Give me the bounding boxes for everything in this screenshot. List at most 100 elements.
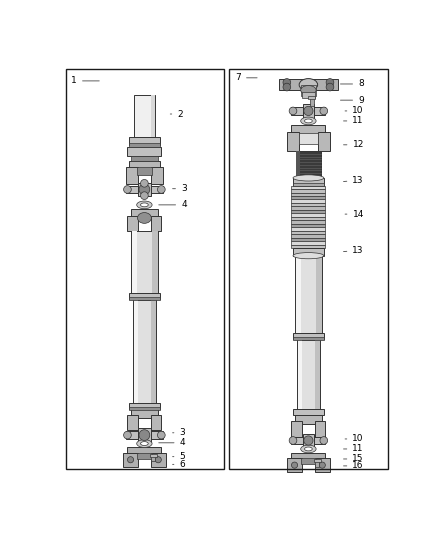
Bar [296,151,321,178]
Ellipse shape [320,107,328,115]
Text: 3: 3 [173,184,187,193]
Bar [318,132,330,151]
Bar [229,69,389,469]
Text: 11: 11 [343,116,364,125]
Ellipse shape [289,437,297,445]
Ellipse shape [301,117,316,125]
Ellipse shape [141,192,148,199]
Bar [314,421,325,437]
Bar [123,453,138,467]
Bar [303,104,314,118]
Bar [291,245,325,248]
Bar [294,256,322,333]
Bar [66,69,224,469]
Bar [291,421,302,437]
Ellipse shape [139,430,150,440]
Bar [291,224,325,227]
Bar [152,231,158,293]
Ellipse shape [301,445,316,453]
Ellipse shape [289,107,297,115]
Ellipse shape [127,457,134,463]
Text: 5: 5 [173,452,185,461]
Bar [291,196,325,199]
Ellipse shape [124,185,131,193]
Bar [293,182,324,187]
Bar [133,301,156,405]
Ellipse shape [124,431,131,439]
Bar [131,156,158,161]
Bar [291,206,325,210]
Bar [291,203,325,206]
Bar [151,415,161,431]
Bar [131,409,158,418]
Bar [151,167,163,184]
Bar [291,453,325,462]
Text: 6: 6 [173,460,185,469]
Bar [126,431,163,439]
Bar [293,178,324,185]
Bar [293,409,324,415]
Bar [294,415,322,424]
Bar [291,437,325,445]
Bar [291,185,325,189]
Bar [127,415,138,431]
Ellipse shape [326,78,334,86]
Bar [291,107,325,115]
Bar [299,133,318,144]
Bar [308,96,315,99]
Bar [291,234,325,238]
Text: 8: 8 [340,79,364,88]
Bar [151,453,166,467]
Bar [291,238,325,241]
Bar [314,459,321,462]
Bar [150,454,157,457]
Bar [132,231,137,293]
Text: 13: 13 [343,246,364,255]
Ellipse shape [293,253,324,259]
Ellipse shape [155,457,161,463]
Bar [291,199,325,203]
Bar [129,407,160,410]
Text: 2: 2 [170,109,183,118]
Bar [291,231,325,234]
Bar [291,227,325,231]
Bar [134,301,138,405]
Text: 10: 10 [345,107,364,116]
Bar [131,209,158,218]
Bar [138,182,151,196]
Ellipse shape [283,78,291,86]
Bar [129,403,160,409]
Bar [127,447,161,457]
Text: 15: 15 [343,455,364,464]
Text: 4: 4 [159,438,185,447]
Bar [314,341,320,410]
Ellipse shape [283,83,291,91]
Bar [134,95,155,137]
Bar [315,461,319,467]
Bar [291,210,325,213]
Text: 3: 3 [173,429,185,437]
Bar [314,458,330,472]
Bar [291,217,325,220]
Bar [291,125,325,135]
Bar [297,341,320,410]
Bar [287,132,299,151]
Bar [302,92,314,98]
Ellipse shape [137,201,152,209]
Text: 16: 16 [343,462,364,471]
Bar [316,256,322,333]
Ellipse shape [304,119,312,123]
Text: 11: 11 [343,445,364,454]
Bar [127,147,161,156]
Bar [293,337,324,341]
Ellipse shape [301,85,316,95]
Bar [129,137,160,145]
Bar [131,231,158,293]
Ellipse shape [139,184,150,195]
Ellipse shape [304,106,313,116]
Bar [129,161,160,172]
Bar [151,216,161,231]
Ellipse shape [304,436,313,445]
Bar [279,79,338,90]
Bar [310,98,314,106]
